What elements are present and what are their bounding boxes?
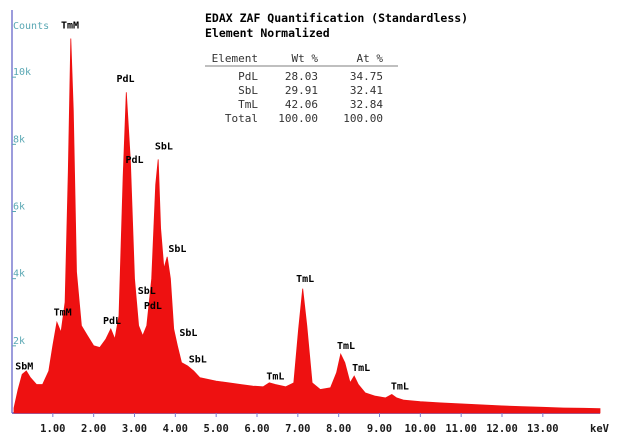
table-cell: 29.91 <box>285 84 318 97</box>
table-cell: SbL <box>238 84 258 97</box>
y-tick-label: 6k <box>13 202 25 213</box>
table-cell: 100.00 <box>343 112 383 125</box>
x-tick-label: 4.00 <box>163 423 188 435</box>
table-header: Element <box>212 52 258 65</box>
table-cell: 28.03 <box>285 70 318 83</box>
x-tick-label: 6.00 <box>244 423 269 435</box>
x-tick-label: 7.00 <box>285 423 310 435</box>
x-axis-label: keV <box>590 423 610 435</box>
x-tick-label: 5.00 <box>204 423 229 435</box>
peak-label: SbL <box>138 286 156 297</box>
y-axis-ticks: 2k 4k 6k 8k 10k <box>12 67 31 347</box>
table-header: At % <box>357 52 384 65</box>
x-tick-label: 13.00 <box>527 423 559 435</box>
table-cell: PdL <box>238 70 258 83</box>
peak-label: TmM <box>61 20 79 31</box>
x-tick-label: 10.00 <box>405 423 437 435</box>
peak-labels: SbMTmMTmMPdLPdLPdLSbLSbLPdLSbLSbLSbLTmLT… <box>15 20 409 392</box>
y-tick-label: 2k <box>13 336 25 347</box>
peak-label: PdL <box>116 74 134 85</box>
peak-label: TmL <box>391 381 409 392</box>
y-tick-label: 8k <box>13 134 25 145</box>
x-tick-label: 11.00 <box>445 423 477 435</box>
table-cell: 32.84 <box>350 98 383 111</box>
table-cell: TmL <box>238 98 258 111</box>
peak-label: TmL <box>296 274 314 285</box>
table-cell: Total <box>225 112 258 125</box>
x-tick-label: 3.00 <box>122 423 147 435</box>
peak-label: PdL <box>125 155 143 166</box>
spectrum-path <box>13 38 601 414</box>
peak-label: SbL <box>189 355 207 366</box>
quantification-table: Element Wt % At % PdL 28.03 34.75 SbL 29.91 32.4… <box>205 52 398 125</box>
table-cell: 42.06 <box>285 98 318 111</box>
peak-label: TmL <box>352 363 370 374</box>
peak-label: PdL <box>103 316 121 327</box>
spectrum-area <box>13 38 601 414</box>
y-tick-label: 4k <box>13 269 25 280</box>
table-header: Wt % <box>292 52 319 65</box>
table-cell: 32.41 <box>350 84 383 97</box>
table-cell: 34.75 <box>350 70 383 83</box>
peak-label: TmL <box>266 371 284 382</box>
peak-label: PdL <box>144 301 162 312</box>
peak-label: TmM <box>54 308 72 319</box>
x-tick-label: 2.00 <box>81 423 106 435</box>
y-axis-label: Counts <box>13 21 49 32</box>
y-tick-label: 10k <box>13 67 31 78</box>
x-tick-label: 8.00 <box>326 423 351 435</box>
peak-label: SbM <box>15 361 33 372</box>
chart-subtitle: Element Normalized <box>205 26 330 40</box>
chart-title: EDAX ZAF Quantification (Standardless) <box>205 11 468 25</box>
peak-label: SbL <box>168 244 186 255</box>
x-tick-label: 1.00 <box>40 423 65 435</box>
table-cell: 100.00 <box>278 112 318 125</box>
peak-label: SbL <box>179 328 197 339</box>
peak-label: TmL <box>337 341 355 352</box>
x-tick-label: 9.00 <box>367 423 392 435</box>
x-axis-ticks: 1.00 2.00 3.00 4.00 5.00 6.00 7.00 8.00 9.00 10.0… <box>40 413 559 435</box>
x-tick-label: 12.00 <box>486 423 518 435</box>
peak-label: SbL <box>155 141 173 152</box>
